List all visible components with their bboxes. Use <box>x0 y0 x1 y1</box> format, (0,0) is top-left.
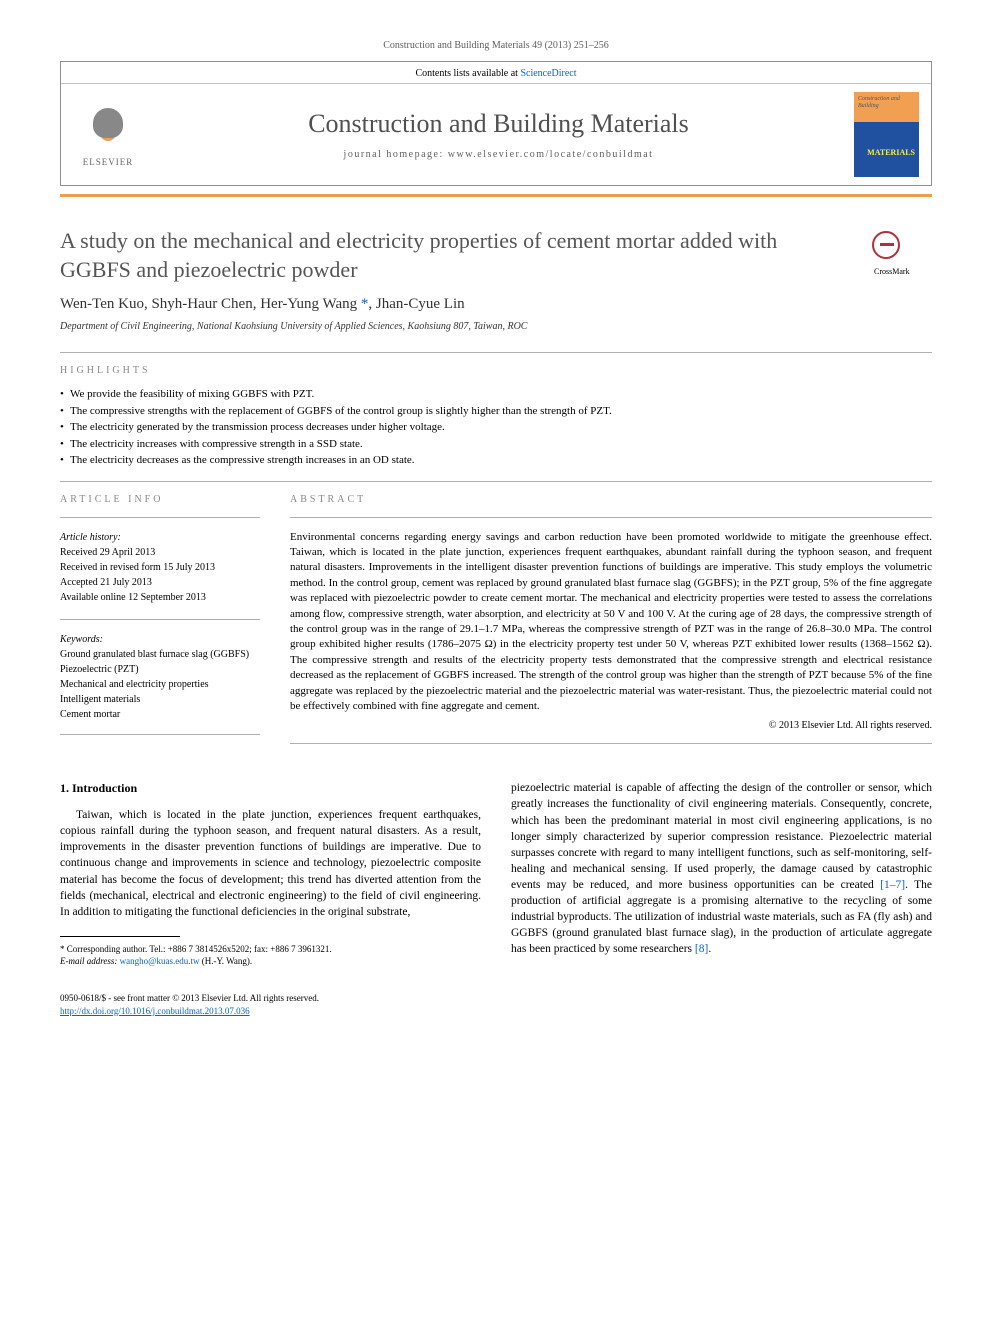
body-right-column: piezoelectric material is capable of aff… <box>511 780 932 968</box>
abstract-column: ABSTRACT Environmental concerns regardin… <box>290 494 932 757</box>
ref-link-8[interactable]: [8] <box>695 943 708 955</box>
article-title: A study on the mechanical and electricit… <box>60 227 932 284</box>
elsevier-logo: ELSEVIER <box>73 95 143 175</box>
journal-homepage[interactable]: journal homepage: www.elsevier.com/locat… <box>143 149 854 160</box>
highlight-item: The compressive strengths with the repla… <box>60 403 932 420</box>
email-suffix: (H.-Y. Wang). <box>199 956 252 966</box>
keyword: Mechanical and electricity properties <box>60 677 260 692</box>
corresponding-mark: * <box>357 296 368 312</box>
article-history: Article history: Received 29 April 2013 … <box>60 530 260 605</box>
accepted-date: Accepted 21 July 2013 <box>60 575 260 590</box>
divider <box>60 734 260 735</box>
divider <box>60 517 260 518</box>
copyright: © 2013 Elsevier Ltd. All rights reserved… <box>290 720 932 731</box>
highlight-item: The electricity decreases as the compres… <box>60 452 932 469</box>
sciencedirect-link[interactable]: ScienceDirect <box>520 68 576 79</box>
cover-top-text: Construction and Building <box>858 96 915 109</box>
contents-line: Contents lists available at ScienceDirec… <box>61 62 931 84</box>
highlight-item: We provide the feasibility of mixing GGB… <box>60 386 932 403</box>
highlights-label: HIGHLIGHTS <box>60 365 932 376</box>
divider <box>60 352 932 353</box>
divider <box>290 517 932 518</box>
email-link[interactable]: wangho@kuas.edu.tw <box>120 956 200 966</box>
intro-para-left: Taiwan, which is located in the plate ju… <box>60 807 481 920</box>
authors-rest: , Jhan-Cyue Lin <box>368 296 464 312</box>
divider <box>60 619 260 620</box>
journal-header: Contents lists available at ScienceDirec… <box>60 61 932 186</box>
crossmark-icon <box>872 231 900 259</box>
keyword: Piezoelectric (PZT) <box>60 662 260 677</box>
journal-cover: Construction and Building MATERIALS <box>854 92 919 177</box>
authors: Wen-Ten Kuo, Shyh-Haur Chen, Her-Yung Wa… <box>60 296 932 313</box>
history-label: Article history: <box>60 530 260 545</box>
divider <box>60 481 932 482</box>
contents-text: Contents lists available at <box>415 68 520 79</box>
highlights-section: HIGHLIGHTS We provide the feasibility of… <box>60 365 932 469</box>
ref-link-1-7[interactable]: [1–7] <box>880 879 905 891</box>
keyword: Intelligent materials <box>60 692 260 707</box>
highlight-item: The electricity increases with compressi… <box>60 436 932 453</box>
journal-title: Construction and Building Materials <box>143 109 854 139</box>
highlights-list: We provide the feasibility of mixing GGB… <box>60 386 932 469</box>
keyword: Cement mortar <box>60 707 260 722</box>
article-info-label: ARTICLE INFO <box>60 494 260 505</box>
abstract-label: ABSTRACT <box>290 494 932 505</box>
divider <box>290 743 932 744</box>
crossmark-badge[interactable]: CrossMark <box>872 231 932 261</box>
crossmark-label: CrossMark <box>874 267 910 276</box>
intro-para-right-3: . <box>708 943 711 955</box>
page-footer: 0950-0618/$ - see front matter © 2013 El… <box>60 992 932 1017</box>
received-date: Received 29 April 2013 <box>60 545 260 560</box>
online-date: Available online 12 September 2013 <box>60 590 260 605</box>
affiliation: Department of Civil Engineering, Nationa… <box>60 321 932 332</box>
cover-bottom-text: MATERIALS <box>867 148 915 157</box>
footnote-divider <box>60 936 180 937</box>
front-matter-line: 0950-0618/$ - see front matter © 2013 El… <box>60 992 932 1005</box>
intro-heading: 1. Introduction <box>60 780 481 797</box>
corr-author-line: * Corresponding author. Tel.: +886 7 381… <box>60 943 481 956</box>
keyword: Ground granulated blast furnace slag (GG… <box>60 647 260 662</box>
email-label: E-mail address: <box>60 956 120 966</box>
keywords-label: Keywords: <box>60 632 260 647</box>
body-left-column: 1. Introduction Taiwan, which is located… <box>60 780 481 968</box>
elsevier-tree-icon <box>83 103 133 153</box>
keywords-block: Keywords: Ground granulated blast furnac… <box>60 632 260 722</box>
orange-divider <box>60 194 932 197</box>
revised-date: Received in revised form 15 July 2013 <box>60 560 260 575</box>
corresponding-footnote: * Corresponding author. Tel.: +886 7 381… <box>60 943 481 968</box>
abstract-text: Environmental concerns regarding energy … <box>290 530 932 715</box>
doi-link[interactable]: http://dx.doi.org/10.1016/j.conbuildmat.… <box>60 1006 250 1016</box>
elsevier-label: ELSEVIER <box>83 157 134 167</box>
article-info-column: ARTICLE INFO Article history: Received 2… <box>60 494 260 757</box>
intro-para-right-1: piezoelectric material is capable of aff… <box>511 782 932 891</box>
authors-main: Wen-Ten Kuo, Shyh-Haur Chen, Her-Yung Wa… <box>60 296 357 312</box>
journal-citation: Construction and Building Materials 49 (… <box>60 40 932 51</box>
highlight-item: The electricity generated by the transmi… <box>60 419 932 436</box>
